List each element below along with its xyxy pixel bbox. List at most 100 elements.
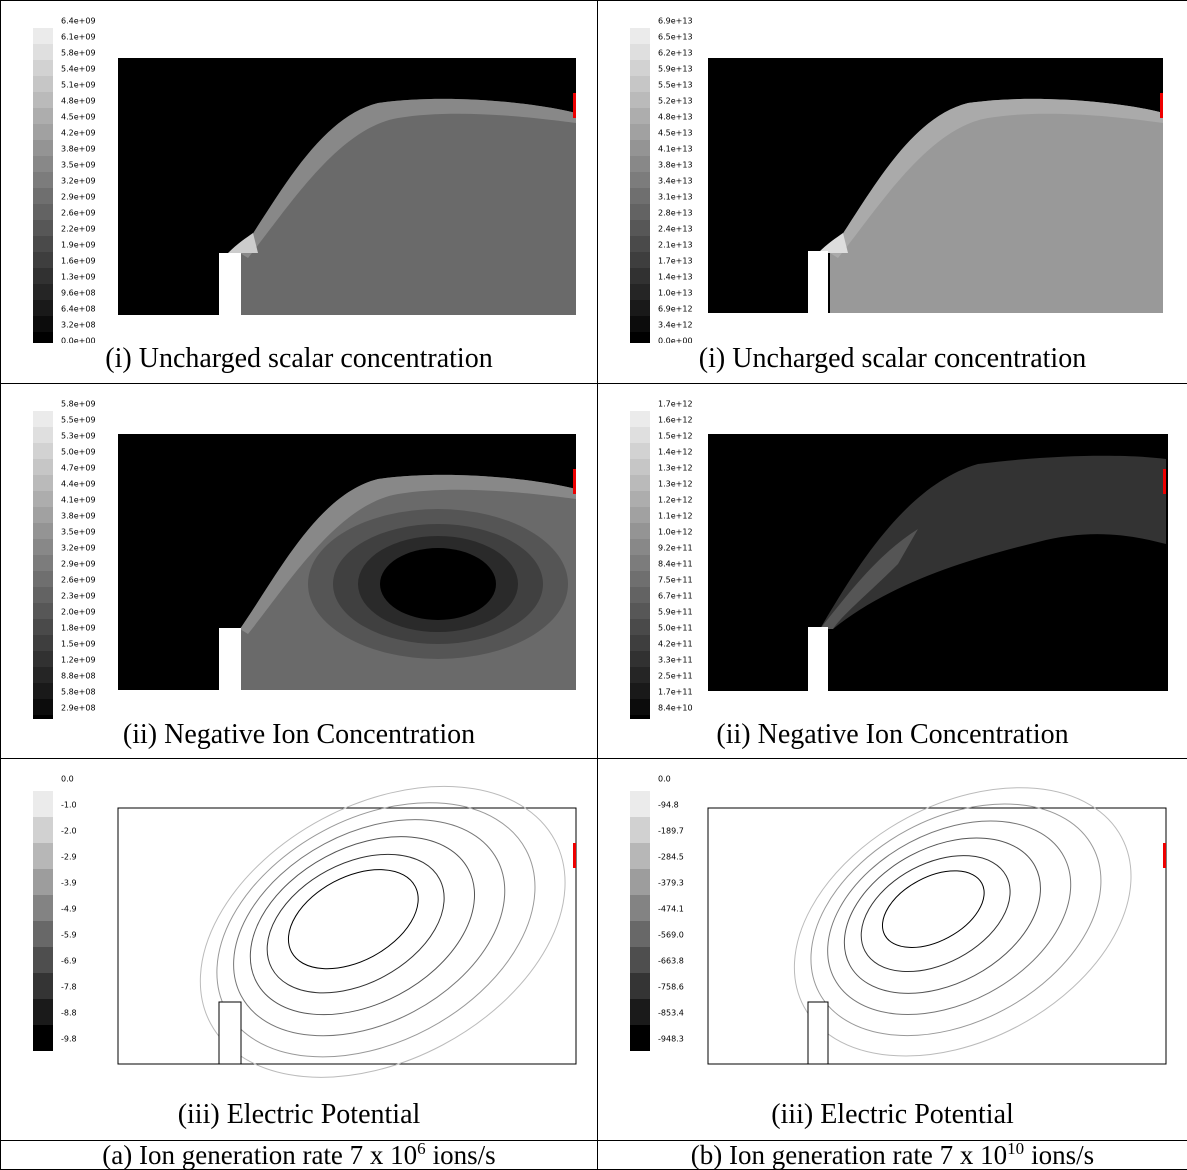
colorbar-swatch <box>630 817 650 843</box>
colorbar-label: 1.5e+09 <box>61 640 96 649</box>
colorbar-swatch <box>630 60 650 76</box>
colorbar-label: 2.3e+09 <box>61 592 96 601</box>
colorbar-label: 6.7e+11 <box>658 592 693 601</box>
colorbar-swatch <box>33 300 53 316</box>
colorbar-label: 5.2e+13 <box>658 97 693 106</box>
colorbar-swatch <box>33 459 53 475</box>
colorbar-swatch <box>33 1025 53 1051</box>
colorbar-label: 1.2e+09 <box>61 656 96 665</box>
colorbar-label: 6.5e+13 <box>658 33 693 42</box>
colorbar-label: 1.9e+09 <box>61 241 96 250</box>
colorbar-swatch <box>33 236 53 252</box>
colorbar-label: 1.0e+12 <box>658 528 693 537</box>
caption: (iii) Electric Potential <box>1 1099 597 1131</box>
colorbar-label: -8.8 <box>61 1009 77 1018</box>
colorbar-swatch <box>33 817 53 843</box>
colorbar-swatch <box>33 683 53 699</box>
colorbar-swatch <box>630 699 650 715</box>
colorbar-label: 3.2e+09 <box>61 177 96 186</box>
colorbar-label: 1.3e+12 <box>658 480 693 489</box>
colorbar-label: 1.3e+09 <box>61 273 96 282</box>
colorbar-swatch <box>33 507 53 523</box>
contour-plot: 6.4e+096.1e+095.8e+095.4e+095.1e+094.8e+… <box>1 1 591 343</box>
colorbar-label: 5.8e+09 <box>61 400 96 409</box>
colorbar-swatch <box>630 156 650 172</box>
colorbar-label: 3.5e+09 <box>61 161 96 170</box>
colorbar-label: -2.9 <box>61 853 77 862</box>
colorbar-label: 9.6e+08 <box>61 289 96 298</box>
colorbar-label: 1.4e+12 <box>658 448 693 457</box>
colorbar-label: 5.8e+08 <box>61 688 96 697</box>
colorbar-swatch <box>630 523 650 539</box>
colorbar-swatch <box>630 683 650 699</box>
colorbar-label: 5.9e+13 <box>658 65 693 74</box>
colorbar-label: 2.9e+08 <box>61 704 96 713</box>
colorbar-swatch <box>33 921 53 947</box>
colorbar-label: 3.2e+09 <box>61 544 96 553</box>
colorbar-swatch <box>33 284 53 300</box>
colorbar-label: -948.3 <box>658 1035 684 1044</box>
colorbar-swatch <box>33 411 53 427</box>
colorbar-swatch <box>630 651 650 667</box>
colorbar-swatch <box>33 475 53 491</box>
colorbar-swatch <box>33 268 53 284</box>
colorbar-swatch <box>33 571 53 587</box>
colorbar-label: 2.5e+11 <box>658 672 693 681</box>
colorbar-label: 4.2e+11 <box>658 640 693 649</box>
colorbar-label: 7.5e+11 <box>658 576 693 585</box>
colorbar-swatch <box>33 204 53 220</box>
colorbar-label: 4.5e+09 <box>61 113 96 122</box>
colorbar-label: 4.4e+09 <box>61 480 96 489</box>
colorbar-swatch <box>33 523 53 539</box>
colorbar-swatch <box>630 252 650 268</box>
colorbar-swatch <box>630 947 650 973</box>
colorbar-swatch <box>33 92 53 108</box>
colorbar-swatch <box>630 332 650 343</box>
colorbar-label: 4.8e+13 <box>658 113 693 122</box>
colorbar-swatch <box>33 76 53 92</box>
colorbar-label: -379.3 <box>658 879 684 888</box>
colorbar-swatch <box>630 555 650 571</box>
colorbar-label: 3.1e+13 <box>658 193 693 202</box>
colorbar-label: -7.8 <box>61 983 77 992</box>
colorbar-label: -1.0 <box>61 801 77 810</box>
colorbar-label: -189.7 <box>658 827 684 836</box>
colorbar-label: -6.9 <box>61 957 77 966</box>
colorbar-label: 3.8e+09 <box>61 145 96 154</box>
colorbar-label: 3.4e+12 <box>658 321 693 330</box>
colorbar-swatch <box>33 667 53 683</box>
colorbar-label: 5.4e+09 <box>61 65 96 74</box>
colorbar-label: 0.0 <box>61 775 74 784</box>
colorbar-label: 0.0e+00 <box>61 337 96 344</box>
colorbar-label: 1.8e+09 <box>61 624 96 633</box>
colorbar-label: 8.4e+10 <box>658 704 693 713</box>
colorbar-swatch <box>33 156 53 172</box>
colorbar-swatch <box>630 443 650 459</box>
contour-plot: 0.0-94.8-189.7-284.5-379.3-474.1-569.0-6… <box>598 759 1187 1099</box>
caption: (ii) Negative Ion Concentration <box>598 719 1187 751</box>
colorbar-swatch <box>630 587 650 603</box>
colorbar-label: -5.9 <box>61 931 77 940</box>
colorbar-swatch <box>33 843 53 869</box>
colorbar-swatch <box>33 172 53 188</box>
colorbar-swatch <box>630 475 650 491</box>
colorbar-label: 2.0e+09 <box>61 608 96 617</box>
colorbar-label: 2.1e+13 <box>658 241 693 250</box>
colorbar-swatch <box>630 92 650 108</box>
colorbar-swatch <box>630 715 650 719</box>
colorbar-label: 8.4e+11 <box>658 560 693 569</box>
colorbar-label: 4.8e+09 <box>61 97 96 106</box>
colorbar-label: -3.9 <box>61 879 77 888</box>
colorbar-swatch <box>630 619 650 635</box>
colorbar-swatch <box>33 539 53 555</box>
colorbar-swatch <box>630 603 650 619</box>
colorbar-label: 3.5e+09 <box>61 528 96 537</box>
contour-plot: 6.9e+136.5e+136.2e+135.9e+135.5e+135.2e+… <box>598 1 1187 343</box>
colorbar-label: 5.3e+09 <box>61 432 96 441</box>
colorbar-swatch <box>33 60 53 76</box>
colorbar-label: -663.8 <box>658 957 684 966</box>
colorbar-label: 5.5e+09 <box>61 416 96 425</box>
